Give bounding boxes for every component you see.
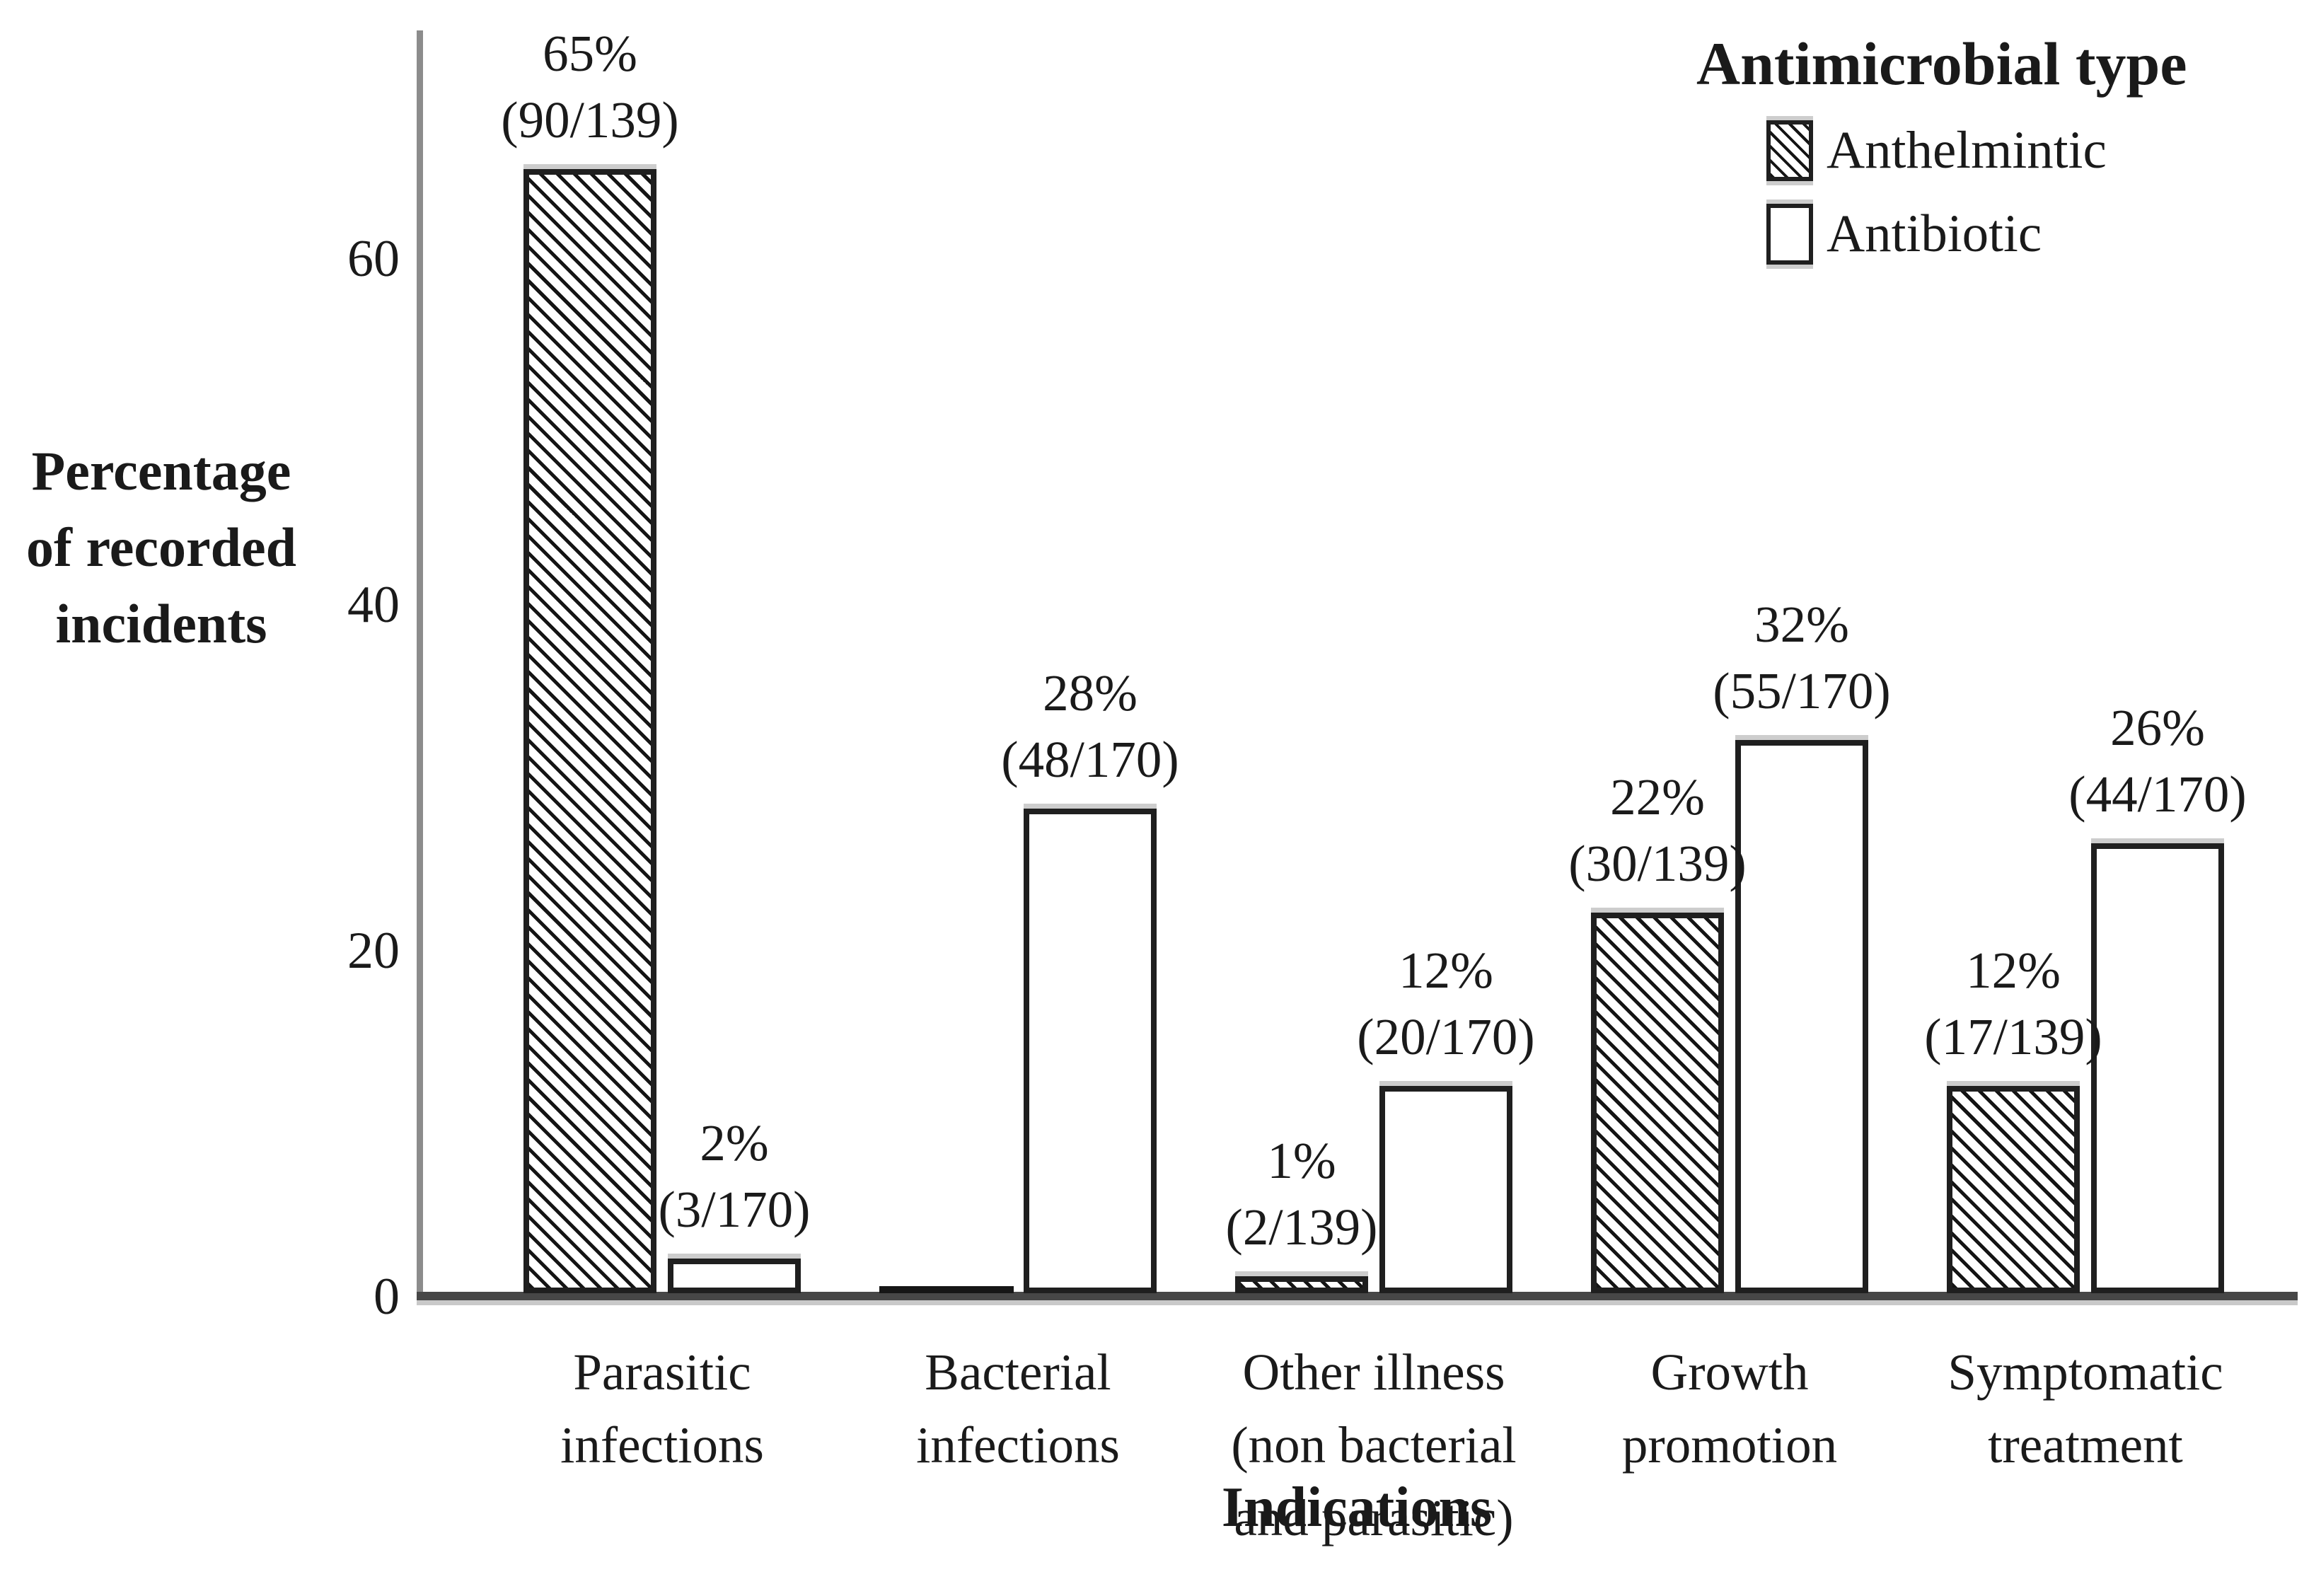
- legend-title: Antimicrobial type: [1696, 30, 2187, 98]
- bar-label-line: (2/139): [1225, 1198, 1378, 1256]
- bar-label-line: 26%: [2110, 699, 2205, 756]
- category-label-symptomatic-treatment: Symptomatic treatment: [1859, 1336, 2312, 1481]
- bar-label-line: (3/170): [658, 1181, 811, 1238]
- legend-swatch-antibiotic: [1766, 204, 1813, 265]
- bar-label-antibiotic-growth-promotion: 32% (55/170): [1639, 591, 1964, 724]
- bar-label-line: 22%: [1610, 768, 1705, 826]
- category-label-line: Growth: [1650, 1343, 1809, 1401]
- bar-anthelmintic-bacterial-infections: [879, 1286, 1014, 1293]
- category-label-line: Symptomatic: [1947, 1343, 2223, 1401]
- bar-anthelmintic-parasitic-infections: [523, 169, 656, 1293]
- category-label-line: (non bacterial: [1231, 1416, 1517, 1474]
- category-label-line: Bacterial: [925, 1343, 1111, 1401]
- y-axis-title-line: incidents: [55, 593, 267, 654]
- category-label-line: Other illness: [1242, 1343, 1505, 1401]
- bar-label-line: (44/170): [2068, 765, 2247, 823]
- bar-label-line: 32%: [1754, 596, 1849, 653]
- y-tick-label-40: 40: [347, 576, 400, 634]
- bar-antibiotic-symptomatic-treatment: [2091, 843, 2224, 1293]
- bar-label-antibiotic-bacterial-infections: 28% (48/170): [927, 660, 1253, 793]
- legend-swatch-anthelmintic: [1766, 120, 1813, 181]
- category-label-line: promotion: [1621, 1416, 1838, 1474]
- legend-label-antibiotic: Antibiotic: [1827, 204, 2042, 263]
- bar-anthelmintic-growth-promotion: [1591, 913, 1724, 1293]
- bar-label-line: 28%: [1043, 664, 1138, 722]
- bar-label-line: 12%: [1399, 942, 1493, 999]
- y-tick-label-60: 60: [347, 230, 400, 288]
- bar-label-line: (48/170): [1001, 731, 1179, 788]
- bar-anthelmintic-symptomatic-treatment: [1947, 1086, 2080, 1293]
- category-label-line: treatment: [1988, 1416, 2183, 1474]
- category-label-line: infections: [560, 1416, 764, 1474]
- bar-label-line: (55/170): [1713, 662, 1891, 719]
- x-axis-title: Indications: [1221, 1476, 1493, 1539]
- category-label-other-illness-non-bacterial-and-parasitic: Other illness (non bacterial and parasitic…: [1147, 1336, 1600, 1554]
- bar-label-anthelmintic-parasitic-infections: 65% (90/139): [427, 21, 753, 154]
- bar-label-anthelmintic-other-illness-non-bacterial-and-parasitic: 1% (2/139): [1139, 1128, 1464, 1261]
- bar-antibiotic-other-illness-non-bacterial-and-parasitic: [1379, 1086, 1512, 1293]
- bar-label-line: 1%: [1267, 1132, 1336, 1189]
- x-axis-line: [417, 1292, 2298, 1300]
- category-label-growth-promotion: Growth promotion: [1503, 1336, 1956, 1481]
- bar-label-line: 65%: [543, 25, 637, 82]
- bar-label-line: (17/139): [1924, 1008, 2102, 1065]
- y-axis-title-line: Percentage: [31, 440, 291, 502]
- category-label-line: infections: [916, 1416, 1120, 1474]
- bar-label-line: (90/139): [501, 91, 679, 149]
- category-label-parasitic-infections: Parasitic infections: [436, 1336, 889, 1481]
- bar-label-line: 2%: [700, 1114, 769, 1172]
- bar-antibiotic-bacterial-infections: [1024, 809, 1157, 1293]
- bar-label-antibiotic-symptomatic-treatment: 26% (44/170): [1995, 695, 2320, 828]
- y-axis-line: [417, 30, 423, 1300]
- bar-antibiotic-parasitic-infections: [668, 1259, 801, 1293]
- y-tick-label-0: 0: [374, 1268, 400, 1326]
- bar-label-line: 12%: [1966, 942, 2061, 999]
- y-tick-label-20: 20: [347, 922, 400, 980]
- bar-label-anthelmintic-growth-promotion: 22% (30/139): [1495, 764, 1820, 897]
- bar-label-antibiotic-parasitic-infections: 2% (3/170): [572, 1110, 897, 1243]
- bar-label-line: (30/139): [1568, 835, 1747, 892]
- category-label-line: and parasitic): [1234, 1489, 1514, 1546]
- bar-antibiotic-growth-promotion: [1735, 740, 1868, 1293]
- bar-anthelmintic-other-illness-non-bacterial-and-parasitic: [1235, 1276, 1368, 1293]
- bar-label-anthelmintic-symptomatic-treatment: 12% (17/139): [1851, 937, 2176, 1070]
- bar-label-antibiotic-other-illness-non-bacterial-and-parasitic: 12% (20/170): [1283, 937, 1609, 1070]
- y-axis-title-line: of recorded: [26, 516, 296, 578]
- bar-label-line: (20/170): [1357, 1008, 1535, 1065]
- category-label-line: Parasitic: [573, 1343, 751, 1401]
- category-label-bacterial-infections: Bacterial infections: [792, 1336, 1244, 1481]
- legend-label-anthelmintic: Anthelmintic: [1827, 121, 2107, 180]
- y-axis-title: Percentage of recorded incidents: [13, 433, 310, 662]
